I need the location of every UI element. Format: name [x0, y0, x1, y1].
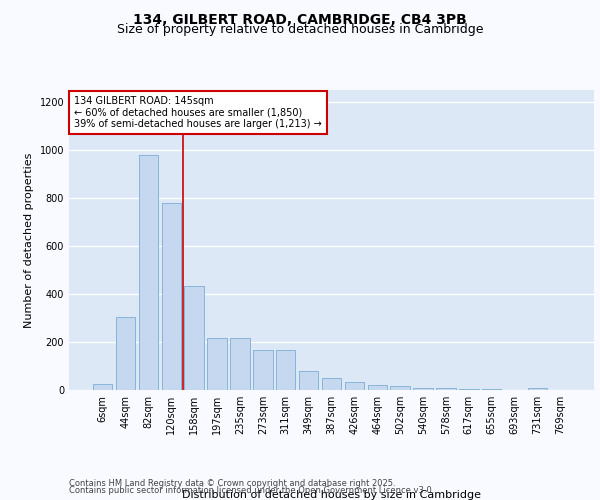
Bar	[368, 385, 387, 390]
Bar	[139, 155, 158, 390]
Bar	[436, 388, 455, 390]
Bar	[230, 338, 250, 390]
Bar	[528, 388, 547, 390]
Bar	[391, 386, 410, 390]
Bar	[459, 389, 479, 390]
Text: 134 GILBERT ROAD: 145sqm
← 60% of detached houses are smaller (1,850)
39% of sem: 134 GILBERT ROAD: 145sqm ← 60% of detach…	[74, 96, 322, 129]
Bar	[93, 384, 112, 390]
Text: Contains HM Land Registry data © Crown copyright and database right 2025.: Contains HM Land Registry data © Crown c…	[69, 478, 395, 488]
Bar	[322, 378, 341, 390]
Bar	[344, 382, 364, 390]
Bar	[299, 371, 319, 390]
Bar	[208, 338, 227, 390]
Bar	[116, 317, 135, 390]
Bar	[276, 350, 295, 390]
Bar	[184, 286, 204, 390]
Bar	[253, 350, 272, 390]
Y-axis label: Number of detached properties: Number of detached properties	[24, 152, 34, 328]
Text: 134, GILBERT ROAD, CAMBRIDGE, CB4 3PB: 134, GILBERT ROAD, CAMBRIDGE, CB4 3PB	[133, 12, 467, 26]
Text: Contains public sector information licensed under the Open Government Licence v3: Contains public sector information licen…	[69, 486, 434, 495]
Bar	[161, 203, 181, 390]
Bar	[413, 388, 433, 390]
Text: Size of property relative to detached houses in Cambridge: Size of property relative to detached ho…	[117, 22, 483, 36]
X-axis label: Distribution of detached houses by size in Cambridge: Distribution of detached houses by size …	[182, 490, 481, 500]
